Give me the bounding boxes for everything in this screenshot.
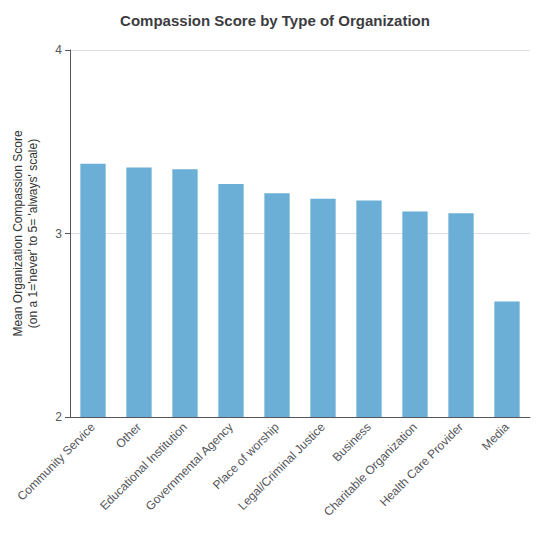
svg-text:Place of worship: Place of worship bbox=[209, 420, 282, 493]
svg-text:Charitable Organization: Charitable Organization bbox=[321, 420, 420, 519]
svg-text:3: 3 bbox=[55, 227, 62, 241]
svg-text:(on a 1='never' to 5= 'always': (on a 1='never' to 5= 'always' scale) bbox=[26, 139, 40, 328]
svg-text:Community Service: Community Service bbox=[15, 420, 99, 504]
svg-text:Media: Media bbox=[479, 420, 512, 453]
svg-text:Educational Institution: Educational Institution bbox=[97, 420, 190, 513]
svg-text:Governmental Agency: Governmental Agency bbox=[143, 420, 236, 513]
svg-text:Health Care Provider: Health Care Provider bbox=[377, 420, 466, 509]
svg-text:Other: Other bbox=[113, 420, 144, 451]
svg-text:Business: Business bbox=[330, 420, 374, 464]
svg-text:2: 2 bbox=[55, 410, 62, 424]
svg-text:Mean Organization Compassion S: Mean Organization Compassion Score bbox=[11, 130, 25, 336]
svg-text:Compassion Score by Type of Or: Compassion Score by Type of Organization bbox=[120, 12, 430, 29]
svg-text:4: 4 bbox=[55, 43, 62, 57]
svg-text:Legal/Criminal Justice: Legal/Criminal Justice bbox=[235, 420, 328, 513]
